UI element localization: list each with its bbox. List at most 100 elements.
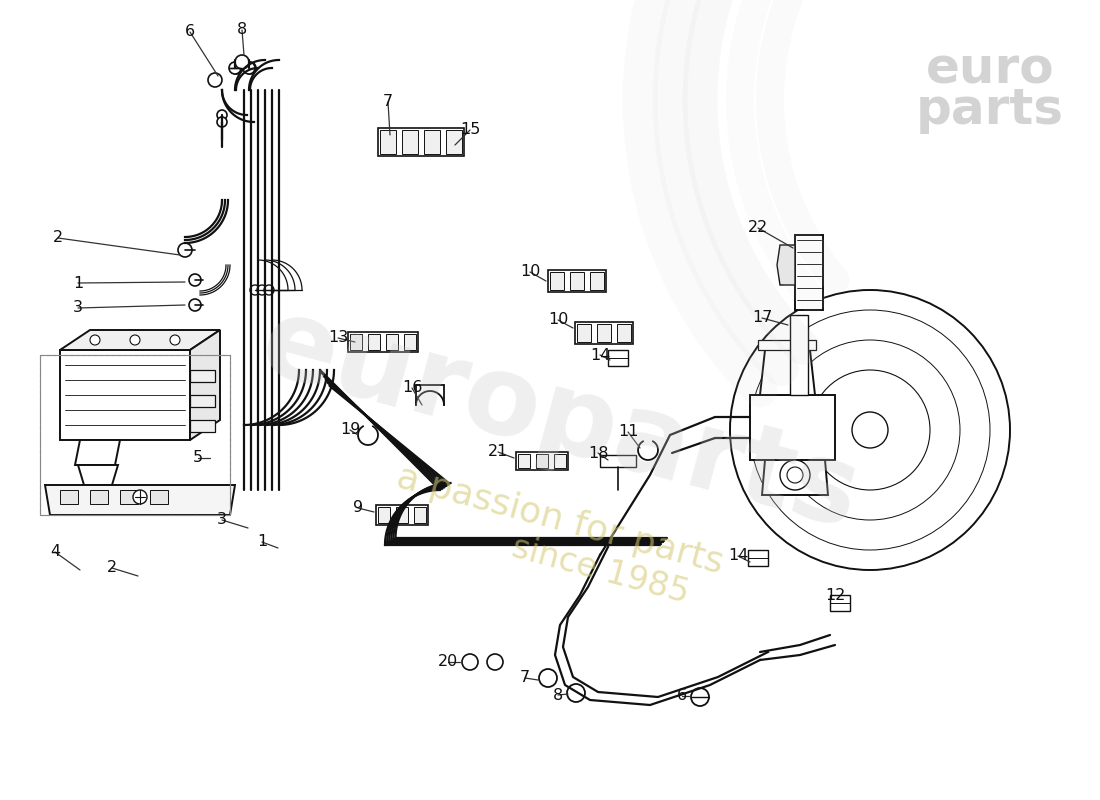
Polygon shape bbox=[60, 330, 220, 350]
Circle shape bbox=[244, 62, 256, 74]
Text: 10: 10 bbox=[548, 313, 569, 327]
Text: 13: 13 bbox=[328, 330, 348, 346]
Text: 6: 6 bbox=[676, 689, 688, 703]
Circle shape bbox=[229, 62, 241, 74]
Bar bbox=[748, 550, 768, 566]
Bar bbox=[404, 334, 416, 350]
Bar bbox=[190, 370, 214, 382]
Bar bbox=[402, 130, 418, 154]
Circle shape bbox=[243, 62, 255, 74]
Circle shape bbox=[264, 285, 274, 295]
Text: 9: 9 bbox=[353, 501, 363, 515]
Bar bbox=[396, 507, 408, 523]
Text: 12: 12 bbox=[825, 589, 845, 603]
Text: 1: 1 bbox=[257, 534, 267, 550]
Bar bbox=[446, 130, 462, 154]
Circle shape bbox=[810, 370, 930, 490]
Text: 17: 17 bbox=[751, 310, 772, 326]
Circle shape bbox=[780, 340, 960, 520]
Circle shape bbox=[250, 285, 260, 295]
Polygon shape bbox=[190, 330, 220, 440]
Bar bbox=[550, 272, 564, 290]
Circle shape bbox=[178, 243, 192, 257]
Circle shape bbox=[130, 335, 140, 345]
Bar bbox=[570, 272, 584, 290]
Circle shape bbox=[750, 310, 990, 550]
Bar bbox=[190, 420, 214, 432]
Circle shape bbox=[780, 460, 810, 490]
Circle shape bbox=[786, 467, 803, 483]
Text: 22: 22 bbox=[748, 221, 768, 235]
Bar bbox=[536, 454, 548, 468]
Bar bbox=[90, 490, 108, 504]
Text: 10: 10 bbox=[520, 265, 540, 279]
Text: a passion for parts: a passion for parts bbox=[393, 460, 727, 580]
Circle shape bbox=[691, 688, 710, 706]
Circle shape bbox=[257, 285, 267, 295]
Text: 21: 21 bbox=[487, 445, 508, 459]
Circle shape bbox=[170, 335, 180, 345]
Bar bbox=[575, 322, 632, 344]
Circle shape bbox=[566, 684, 585, 702]
Bar bbox=[548, 270, 606, 292]
Bar bbox=[386, 334, 398, 350]
Bar bbox=[424, 130, 440, 154]
Text: 20: 20 bbox=[438, 654, 458, 670]
Text: 4: 4 bbox=[50, 545, 60, 559]
Bar bbox=[120, 490, 138, 504]
Circle shape bbox=[217, 117, 227, 127]
Text: 6: 6 bbox=[185, 25, 195, 39]
Text: europarts: europarts bbox=[250, 289, 870, 551]
Circle shape bbox=[230, 62, 242, 74]
Text: 14: 14 bbox=[728, 549, 748, 563]
Bar bbox=[758, 340, 816, 350]
Circle shape bbox=[235, 55, 249, 69]
Circle shape bbox=[487, 654, 503, 670]
Circle shape bbox=[462, 654, 478, 670]
Text: 18: 18 bbox=[587, 446, 608, 461]
Text: 19: 19 bbox=[340, 422, 360, 438]
Polygon shape bbox=[777, 245, 795, 285]
Text: 11: 11 bbox=[618, 425, 638, 439]
Bar bbox=[518, 454, 530, 468]
Polygon shape bbox=[795, 235, 823, 310]
Text: 2: 2 bbox=[107, 561, 117, 575]
Bar bbox=[348, 332, 418, 352]
Bar bbox=[368, 334, 379, 350]
Text: 7: 7 bbox=[520, 670, 530, 686]
Bar bbox=[516, 452, 568, 470]
Bar bbox=[60, 490, 78, 504]
Text: 2: 2 bbox=[53, 230, 63, 246]
Bar bbox=[376, 505, 428, 525]
Circle shape bbox=[217, 110, 227, 120]
Text: 3: 3 bbox=[217, 513, 227, 527]
Bar bbox=[350, 334, 362, 350]
Text: 15: 15 bbox=[460, 122, 481, 138]
Circle shape bbox=[539, 669, 557, 687]
Text: 5: 5 bbox=[192, 450, 204, 466]
Bar bbox=[379, 130, 396, 154]
Circle shape bbox=[852, 412, 888, 448]
Polygon shape bbox=[762, 460, 828, 495]
Text: 16: 16 bbox=[402, 381, 422, 395]
Bar bbox=[830, 595, 850, 611]
Polygon shape bbox=[60, 350, 190, 440]
Polygon shape bbox=[750, 395, 835, 460]
Text: since 1985: since 1985 bbox=[508, 530, 692, 610]
Bar bbox=[150, 490, 168, 504]
Bar bbox=[597, 324, 611, 342]
Circle shape bbox=[189, 274, 201, 286]
Bar bbox=[40, 355, 230, 515]
Text: 7: 7 bbox=[383, 94, 393, 110]
Polygon shape bbox=[75, 440, 120, 465]
Circle shape bbox=[730, 290, 1010, 570]
Bar bbox=[790, 315, 808, 395]
Polygon shape bbox=[760, 350, 815, 395]
Bar bbox=[608, 350, 628, 366]
Bar bbox=[414, 507, 426, 523]
Bar bbox=[590, 272, 604, 290]
Bar bbox=[378, 128, 464, 156]
Bar bbox=[190, 395, 214, 407]
Circle shape bbox=[133, 490, 147, 504]
Bar bbox=[554, 454, 566, 468]
